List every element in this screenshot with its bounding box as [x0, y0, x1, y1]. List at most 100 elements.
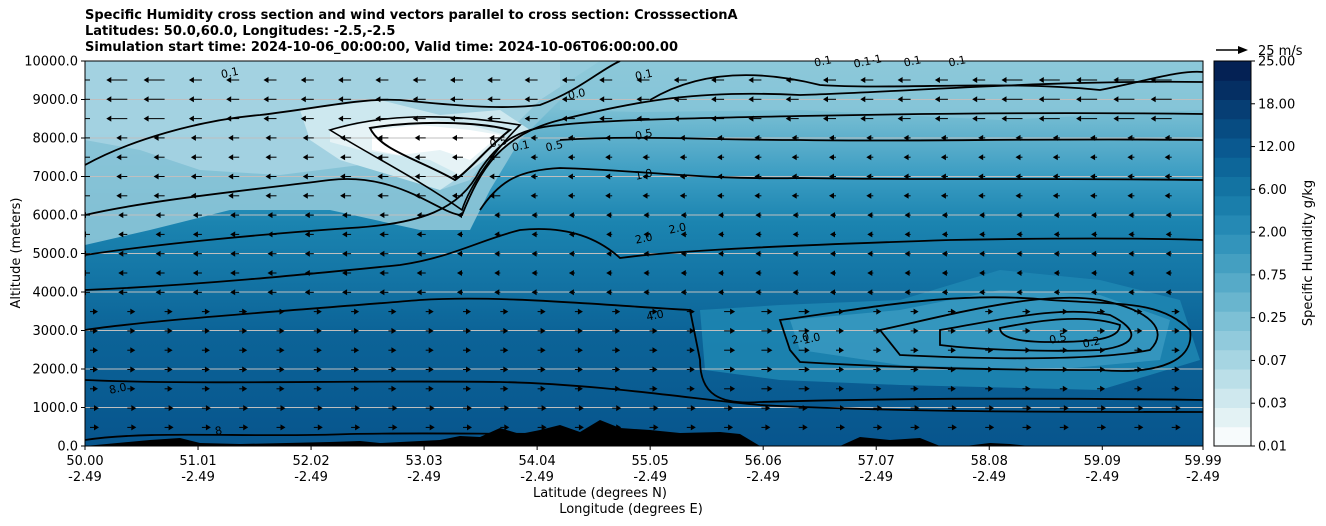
y-tick-label: 10000.0 [24, 55, 78, 70]
wind-arrowhead [354, 366, 360, 373]
wind-arrowhead [204, 347, 210, 354]
wind-arrowhead [143, 77, 149, 83]
wind-arrowhead [979, 270, 985, 276]
wind-arrowhead [412, 96, 418, 103]
wind-arrowhead [377, 154, 383, 161]
wind-arrowhead [903, 154, 909, 161]
wind-arrowhead [978, 154, 984, 161]
wind-arrowhead [1063, 424, 1069, 431]
wind-arrowhead [1128, 231, 1134, 238]
wind-arrowhead [204, 308, 210, 315]
wind-arrowhead [190, 154, 196, 161]
wind-arrowhead [615, 366, 621, 373]
wind-arrowhead [866, 154, 872, 161]
wind-arrowhead [93, 347, 98, 354]
wind-arrowhead [940, 134, 946, 141]
wind-arrowhead [524, 96, 530, 103]
wind-arrowhead [228, 134, 234, 141]
wind-arrowhead [93, 385, 98, 392]
wind-arrowhead [354, 385, 360, 392]
wind-arrowhead [226, 96, 232, 103]
wind-arrowhead [118, 250, 124, 257]
wind-arrowhead [680, 231, 686, 238]
wind-arrowhead [489, 134, 495, 141]
wind-arrowhead [226, 115, 232, 122]
wind-arrowhead [230, 250, 236, 257]
wind-arrowhead [988, 366, 994, 373]
wind-arrowhead [804, 327, 810, 334]
wind-arrowhead [876, 327, 882, 334]
y-tick-label: 9000.0 [33, 93, 79, 108]
wind-arrowhead [1025, 327, 1031, 334]
wind-arrowhead [652, 385, 658, 392]
wind-arrowhead [1113, 96, 1119, 103]
x-tick-label-lon: -2.49 [520, 470, 554, 485]
wind-arrowhead [155, 270, 161, 276]
wind-arrowhead [414, 192, 420, 199]
contour-label: 2.0 [634, 230, 654, 246]
wind-arrowhead [1091, 250, 1097, 257]
wind-arrowhead [792, 212, 798, 219]
wind-arrowhead [791, 173, 797, 180]
x-tick-label-lon: -2.49 [972, 470, 1006, 485]
wind-arrowhead [830, 212, 835, 219]
wind-arrowhead [428, 347, 434, 354]
wind-arrowhead [934, 115, 940, 122]
wind-arrowhead [561, 96, 567, 103]
wind-arrowhead [904, 212, 910, 219]
wind-arrowhead [428, 308, 434, 315]
colorbar-band [1214, 349, 1251, 370]
colorbar-tick-label: 0.03 [1258, 397, 1287, 412]
wind-arrowhead [531, 212, 537, 219]
wind-arrowhead [1137, 385, 1143, 392]
wind-arrowhead [1052, 134, 1058, 141]
wind-arrowhead [155, 212, 161, 219]
wind-arrowhead [540, 366, 546, 373]
wind-arrowhead [1090, 173, 1096, 180]
wind-arrowhead [340, 173, 346, 180]
wind-arrowhead [914, 424, 920, 431]
wind-arrowhead [567, 154, 573, 161]
wind-arrowhead [540, 308, 546, 315]
y-tick-label: 7000.0 [33, 170, 79, 185]
wind-arrowhead [230, 289, 236, 296]
wind-arrowhead [377, 173, 383, 180]
wind-arrowhead [489, 173, 495, 180]
wind-arrowhead [1138, 424, 1144, 431]
wind-arrowhead [989, 424, 995, 431]
wind-arrowhead [1016, 250, 1022, 257]
wind-arrowhead [652, 327, 658, 334]
colorbar-band [1214, 407, 1251, 428]
wind-arrowhead [1175, 424, 1181, 431]
wind-arrowhead [130, 385, 136, 392]
wind-arrowhead [755, 289, 761, 296]
wind-arrowhead [1165, 212, 1171, 219]
wind-arrowhead [829, 154, 834, 161]
wind-arrowhead [1016, 231, 1022, 238]
wind-arrowhead [673, 96, 679, 103]
wind-arrowhead [316, 347, 322, 354]
wind-arrowhead [718, 212, 724, 219]
wind-arrowhead [1165, 231, 1171, 238]
x-tick-label-lat: 57.07 [858, 454, 895, 469]
x-tick-label-lon: -2.49 [294, 470, 328, 485]
wind-arrowhead [680, 289, 686, 296]
wind-arrowhead [263, 96, 269, 103]
wind-arrowhead [577, 308, 583, 315]
wind-arrowhead [130, 308, 136, 315]
wind-arrowhead [1001, 96, 1007, 103]
wind-arrowhead [616, 424, 622, 431]
wind-arrowhead [204, 327, 210, 334]
wind-arrowhead [457, 231, 462, 238]
wind-arrowhead [302, 134, 308, 141]
wind-arrowhead [1165, 289, 1171, 296]
wind-arrowhead [304, 289, 310, 296]
wind-arrowhead [897, 115, 903, 122]
wind-arrowhead [131, 405, 137, 412]
wind-arrowhead [116, 134, 122, 141]
wind-arrowhead [316, 366, 322, 373]
wind-arrowhead [866, 192, 872, 199]
wind-arrowhead [205, 424, 211, 431]
wind-arrowhead [1174, 327, 1180, 334]
x-tick-label-lon: -2.49 [633, 470, 667, 485]
